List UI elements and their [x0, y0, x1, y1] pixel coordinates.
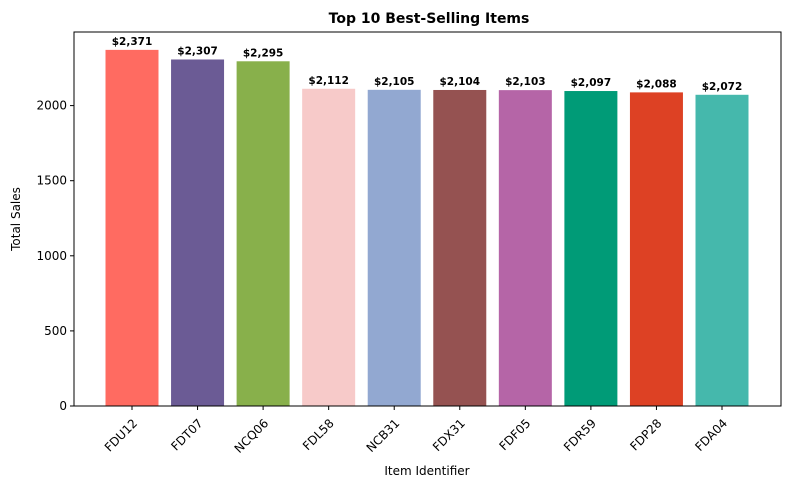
- y-tick-label: 2000: [36, 99, 67, 113]
- y-tick-label: 500: [44, 324, 67, 338]
- y-axis-label: Total Sales: [9, 187, 23, 252]
- bar-fdr59: [564, 91, 618, 406]
- x-axis-label: Item Identifier: [384, 464, 469, 478]
- x-tick-label: FDP28: [627, 416, 664, 453]
- bar-value-label: $2,088: [636, 78, 677, 90]
- bar-fdu12: [105, 49, 159, 406]
- bar-labels-group: $2,371 $2,307 $2,295 $2,112 $2,105 $2,104 $2,1…: [112, 36, 743, 93]
- bar-value-label: $2,307: [177, 45, 218, 57]
- chart-title: Top 10 Best-Selling Items: [329, 11, 530, 27]
- bar-value-label: $2,371: [112, 36, 153, 48]
- bar-fdl58: [302, 88, 356, 406]
- bar-value-label: $2,097: [571, 77, 612, 89]
- bar-fdx31: [433, 89, 487, 406]
- x-tick-label: FDR59: [561, 416, 599, 454]
- x-tick-label: NCQ06: [232, 416, 272, 456]
- x-tick-label: FDA04: [692, 416, 730, 454]
- y-tick-label: 1000: [36, 249, 67, 263]
- x-tick-label: FDF05: [496, 416, 533, 453]
- bar-ncb31: [367, 89, 421, 407]
- bar-value-label: $2,105: [374, 76, 415, 88]
- x-tick-label: NCB31: [364, 416, 403, 455]
- y-tick-label: 0: [59, 399, 67, 413]
- x-tick-label: FDU12: [102, 416, 140, 454]
- bar-fda04: [695, 94, 749, 406]
- bar-fdp28: [629, 92, 683, 406]
- x-tick-label: FDX31: [430, 416, 468, 454]
- x-tick-label: FDL58: [300, 416, 337, 453]
- bar-value-label: $2,072: [702, 81, 743, 93]
- bar-value-label: $2,295: [243, 47, 284, 59]
- x-tick-label: FDT07: [168, 416, 205, 453]
- bar-value-label: $2,103: [505, 76, 546, 88]
- bar-ncq06: [236, 61, 290, 407]
- bar-fdt07: [171, 59, 225, 406]
- x-axis: FDU12 FDT07 NCQ06 FDL58 NCB31 FDX31 FDF05 FDR59…: [102, 406, 730, 456]
- y-tick-label: 1500: [36, 174, 67, 188]
- bars-group: [105, 49, 749, 407]
- bar-value-label: $2,104: [440, 76, 481, 88]
- bar-fdf05: [498, 90, 552, 406]
- bar-value-label: $2,112: [308, 75, 349, 87]
- y-axis: 0 500 1000 1500 2000: [36, 99, 74, 413]
- plot-frame: [73, 31, 782, 407]
